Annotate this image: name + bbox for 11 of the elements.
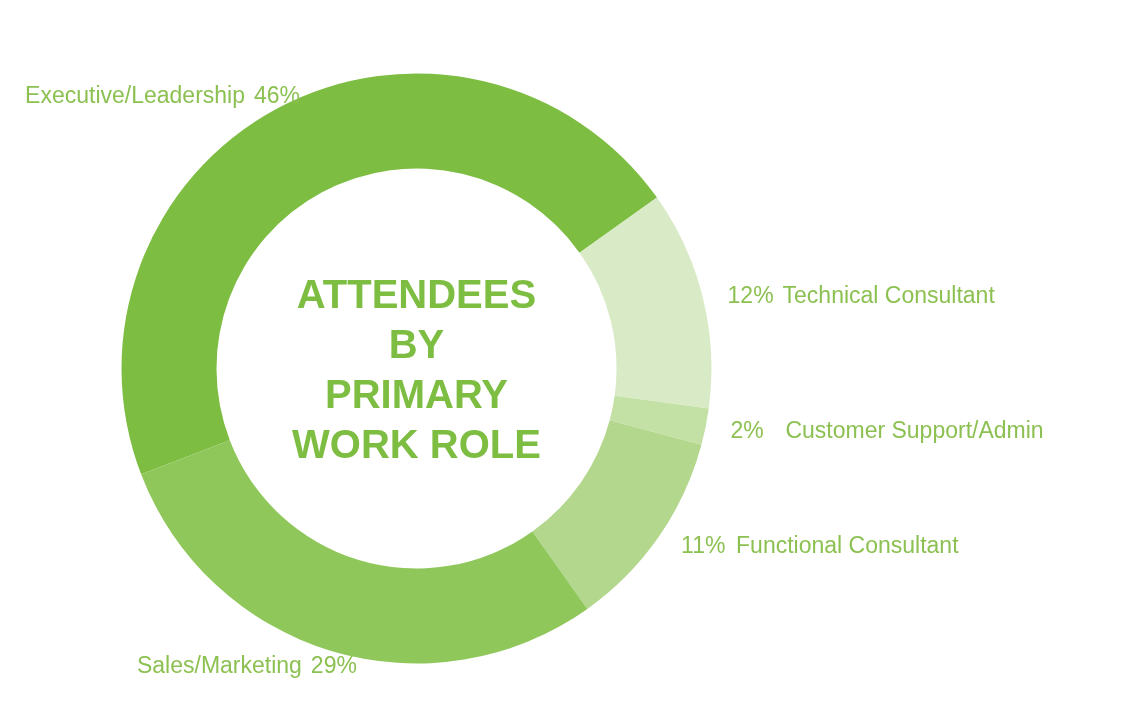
data-label: 12% (727, 281, 774, 308)
slice-label: Functional Consultant (736, 532, 960, 559)
text: ATTENDEES BY PRIMARY WORK ROLE (292, 271, 541, 466)
data-label: 11% (681, 532, 726, 559)
data-label: 29% (310, 652, 357, 679)
slice-label: Sales/Marketing (136, 652, 302, 679)
slice-label: Customer Support/Admin (785, 416, 1044, 443)
slice-label: Technical Consultant (782, 281, 996, 308)
data-label: 2% (730, 416, 764, 443)
slice-label: Executive/Leadership (25, 82, 246, 109)
data-label: 46% (253, 82, 301, 109)
